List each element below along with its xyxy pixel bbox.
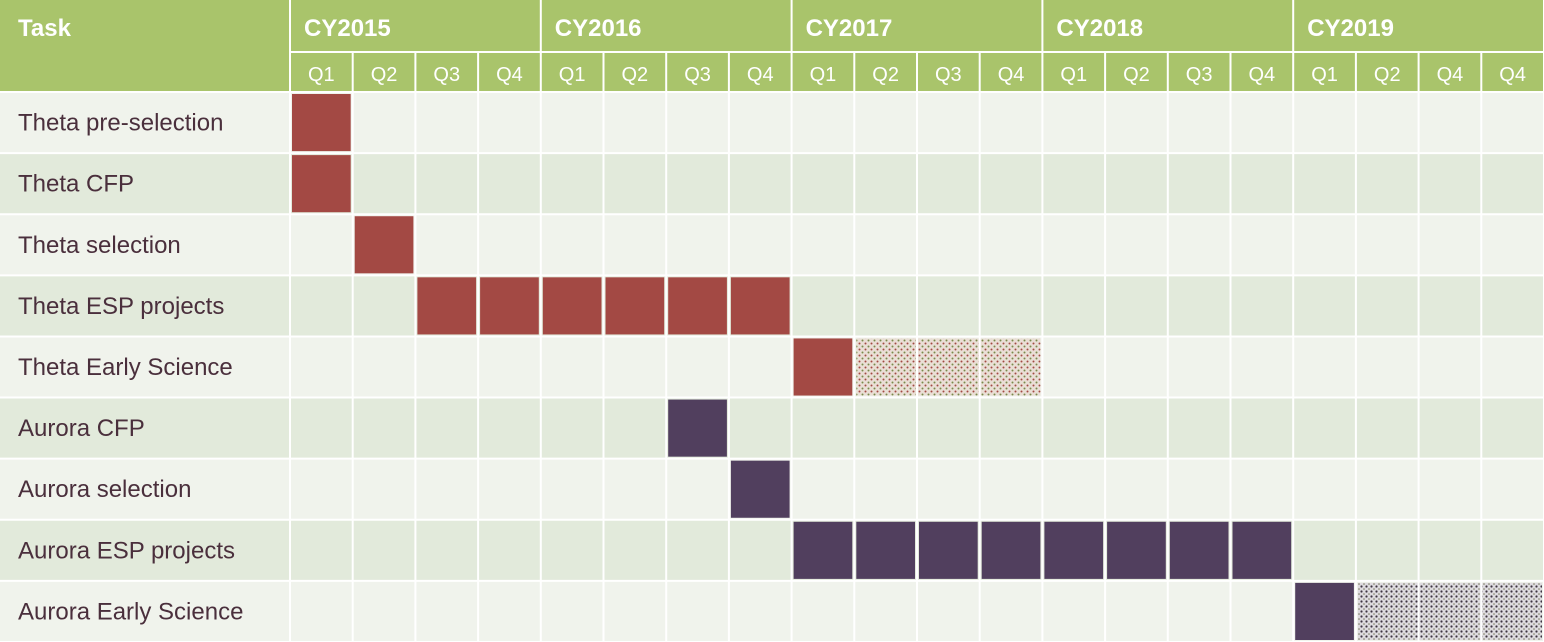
quarter-header: Q1 <box>1311 64 1338 86</box>
table-header: Task CY2015 CY2016 CY2017 CY2018 CY2019 Q1 Q2 Q3… <box>0 0 1544 92</box>
table-row <box>0 397 1544 459</box>
quarter-header: Q2 <box>872 64 899 86</box>
task-label: Theta pre-selection <box>18 110 223 137</box>
task-bar-solid <box>292 155 351 213</box>
quarter-header: Q2 <box>371 64 398 86</box>
task-bar-solid <box>919 521 978 579</box>
quarter-header: Q4 <box>1437 64 1464 86</box>
task-bars <box>292 94 1542 640</box>
year-header-cy2016: CY2016 <box>555 15 642 42</box>
year-header-cy2015: CY2015 <box>304 15 391 42</box>
table-row <box>0 153 1544 215</box>
year-header-cy2018: CY2018 <box>1056 15 1143 42</box>
task-label: Aurora selection <box>18 476 191 503</box>
task-bar-solid <box>730 277 790 335</box>
table-row <box>0 92 1544 154</box>
task-label: Theta ESP projects <box>18 293 224 320</box>
task-bar-solid <box>856 521 915 579</box>
task-bar-solid <box>417 277 477 335</box>
task-rows: Theta pre-selection Theta CFP Theta select… <box>0 92 1544 642</box>
quarter-header: Q2 <box>1374 64 1401 86</box>
year-header-cy2019: CY2019 <box>1307 15 1394 42</box>
quarter-header: Q3 <box>684 64 711 86</box>
task-label: Theta selection <box>18 232 181 259</box>
quarter-header: Q2 <box>622 64 649 86</box>
task-label: Aurora CFP <box>18 415 145 442</box>
quarter-header: Q1 <box>810 64 837 86</box>
quarter-header: Q4 <box>1249 64 1276 86</box>
quarter-header: Q1 <box>1060 64 1087 86</box>
task-label: Aurora Early Science <box>18 598 243 625</box>
task-bar-solid <box>668 277 727 335</box>
task-bar-solid <box>793 521 853 579</box>
quarter-header: Q3 <box>1186 64 1213 86</box>
task-label: Aurora ESP projects <box>18 537 235 564</box>
table-row <box>0 580 1544 642</box>
year-header-cy2017: CY2017 <box>806 15 893 42</box>
quarter-header: Q3 <box>433 64 460 86</box>
task-bar-solid <box>480 277 539 335</box>
quarter-header: Q4 <box>496 64 523 86</box>
task-column-header: Task <box>18 15 72 42</box>
table-row <box>0 336 1544 398</box>
task-label: Theta Early Science <box>18 354 233 381</box>
task-bar-solid <box>1044 521 1104 579</box>
task-bar-solid <box>292 94 351 152</box>
task-bar-tentative <box>856 338 1041 396</box>
task-bar-tentative <box>1357 582 1542 640</box>
table-row <box>0 214 1544 276</box>
task-bar-solid <box>542 277 602 335</box>
quarter-header: Q1 <box>559 64 586 86</box>
task-bar-solid <box>730 460 790 518</box>
quarter-header: Q2 <box>1123 64 1150 86</box>
task-bar-solid <box>1107 521 1166 579</box>
header-background <box>0 0 1544 92</box>
task-bar-solid <box>354 216 414 274</box>
quarter-header: Q4 <box>747 64 774 86</box>
quarter-header: Q4 <box>1499 64 1526 86</box>
task-bar-solid <box>1169 521 1229 579</box>
quarter-header: Q1 <box>308 64 335 86</box>
quarter-header: Q4 <box>998 64 1025 86</box>
task-bar-solid <box>793 338 853 396</box>
quarter-header: Q3 <box>935 64 962 86</box>
task-bar-solid <box>981 521 1041 579</box>
task-bar-solid <box>1295 582 1354 640</box>
task-bar-solid <box>668 399 727 457</box>
task-bar-solid <box>605 277 665 335</box>
task-label: Theta CFP <box>18 171 134 198</box>
task-bar-solid <box>1232 521 1292 579</box>
